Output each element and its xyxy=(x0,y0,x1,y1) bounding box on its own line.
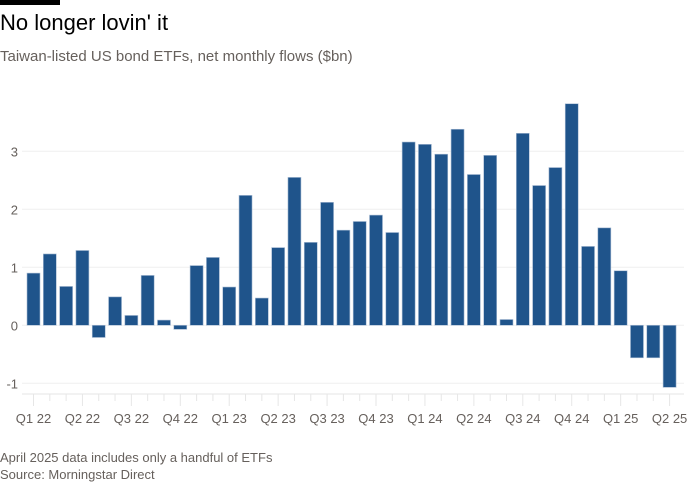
bar-oct-24 xyxy=(564,103,579,326)
y-tick-label: 3 xyxy=(11,144,18,159)
bar-jun-24 xyxy=(499,319,514,326)
brand-bar xyxy=(0,0,60,5)
bar-sep-22 xyxy=(157,319,171,326)
bar-mar-23 xyxy=(255,297,269,326)
bar-apr-22 xyxy=(75,250,90,326)
x-tick-label: Q4 23 xyxy=(358,411,393,426)
x-tick-label: Q1 24 xyxy=(407,411,442,426)
bar-oct-22 xyxy=(173,324,188,330)
footnote: April 2025 data includes only a handful … xyxy=(0,450,273,465)
y-tick-label: 0 xyxy=(11,318,18,333)
y-tick-label: 2 xyxy=(11,202,18,217)
bar-may-22 xyxy=(91,324,106,338)
x-tick-label: Q2 24 xyxy=(456,411,491,426)
bar-jan-23 xyxy=(222,286,237,326)
bar-jul-23 xyxy=(320,202,334,326)
bar-dec-22 xyxy=(206,257,220,326)
bar-dec-23 xyxy=(401,141,416,326)
bar-oct-23 xyxy=(369,214,383,326)
y-tick-label: -1 xyxy=(6,376,18,391)
bar-aug-22 xyxy=(140,275,155,326)
bar-aug-23 xyxy=(336,229,351,326)
bar-sep-23 xyxy=(352,221,367,326)
bar-jul-22 xyxy=(124,315,139,326)
bar-apr-25 xyxy=(662,324,677,388)
x-tick-label: Q4 22 xyxy=(163,411,198,426)
bar-nov-22 xyxy=(189,265,204,326)
bar-jan-24 xyxy=(418,144,432,326)
bar-jun-22 xyxy=(108,296,122,326)
bar-feb-22 xyxy=(43,253,57,326)
x-tick-label: Q2 23 xyxy=(260,411,295,426)
bar-mar-25 xyxy=(646,324,661,359)
bar-jul-24 xyxy=(515,133,530,326)
x-tick-label: Q2 25 xyxy=(652,411,687,426)
bar-nov-24 xyxy=(581,246,595,326)
bar-feb-23 xyxy=(238,195,253,326)
x-tick-label: Q1 22 xyxy=(16,411,51,426)
x-tick-label: Q4 24 xyxy=(554,411,589,426)
bar-apr-23 xyxy=(271,247,285,326)
bar-mar-24 xyxy=(450,128,465,326)
bar-may-23 xyxy=(287,177,302,326)
x-tick-label: Q3 23 xyxy=(309,411,344,426)
bar-jan-22 xyxy=(26,272,41,326)
bar-may-24 xyxy=(483,155,497,326)
bar-jun-23 xyxy=(303,242,318,326)
bar-mar-22 xyxy=(59,286,73,326)
bar-nov-23 xyxy=(385,232,400,326)
chart-subtitle: Taiwan-listed US bond ETFs, net monthly … xyxy=(0,48,353,65)
bar-dec-24 xyxy=(597,227,612,326)
bar-apr-24 xyxy=(467,174,481,326)
y-tick-label: 1 xyxy=(11,260,18,275)
x-tick-label: Q1 23 xyxy=(212,411,247,426)
x-tick-label: Q3 22 xyxy=(114,411,149,426)
x-tick-label: Q2 22 xyxy=(65,411,100,426)
bar-jan-25 xyxy=(613,270,628,326)
bar-feb-24 xyxy=(434,153,449,326)
source: Source: Morningstar Direct xyxy=(0,467,155,482)
x-tick-label: Q3 24 xyxy=(505,411,540,426)
bar-sep-24 xyxy=(548,167,563,326)
bar-feb-25 xyxy=(630,324,644,359)
chart-title: No longer lovin' it xyxy=(0,10,169,35)
bar-aug-24 xyxy=(532,185,546,326)
x-tick-label: Q1 25 xyxy=(603,411,638,426)
